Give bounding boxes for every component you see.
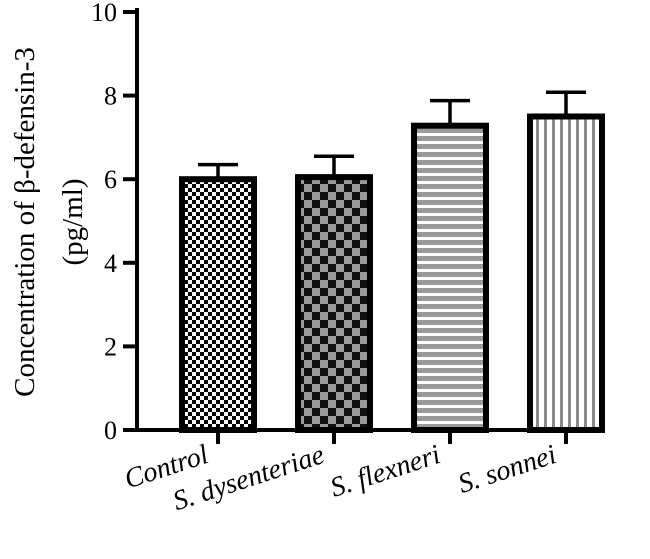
bar-s-sonnei: [527, 113, 605, 433]
bar-s-dysenteriae: [295, 174, 373, 433]
y-tick-label: 10: [91, 0, 117, 27]
y-axis-title: Concentration of β-defensin-3 (pg/ml): [9, 47, 89, 397]
x-tick-label-s-sonnei: S. sonnei: [454, 439, 560, 500]
y-tick-label: 8: [104, 82, 117, 111]
y-tick-label: 4: [104, 249, 117, 278]
y-axis-title-line1: Concentration of β-defensin-3: [9, 47, 41, 397]
bar-control: [179, 176, 257, 433]
y-axis-ticks: 0 2 4 6 8 10: [91, 0, 137, 445]
bar-s-flexneri: [411, 122, 489, 433]
y-tick-label: 0: [104, 416, 117, 445]
y-tick-label: 2: [104, 332, 117, 361]
x-tick-label-s-flexneri: S. flexneri: [327, 439, 445, 504]
bars-group: [179, 90, 605, 433]
y-axis-title-line2: (pg/ml): [57, 179, 89, 266]
y-tick-label: 6: [104, 165, 117, 194]
